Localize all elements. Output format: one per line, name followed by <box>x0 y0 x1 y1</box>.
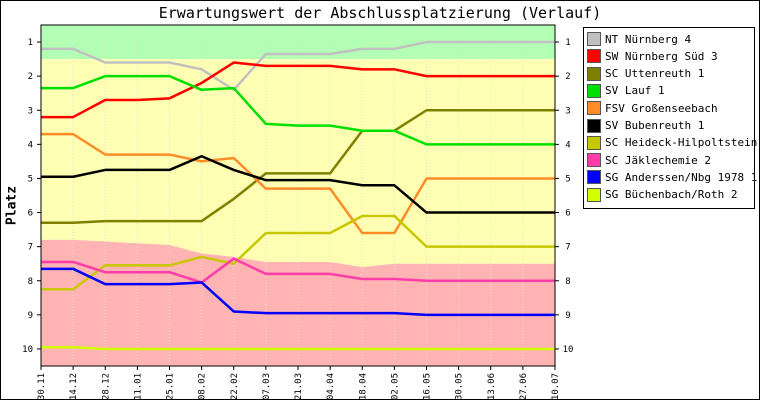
axes: 30.11 14.12 28.12 11.01 25.01 08.02 22.02 07.03… <box>22 24 574 400</box>
legend-item: SC Heideck-Hilpoltstein 2 <box>587 135 760 151</box>
x-tick-label: 27.06 <box>519 373 529 400</box>
x-tick-label: 13.06 <box>487 373 497 400</box>
legend-item: SG Anderssen/Nbg 1978 1 <box>587 169 757 185</box>
x-tick-label: 07.03 <box>262 373 272 400</box>
x-tick-label: 08.02 <box>198 373 208 400</box>
y-tick-label-left: 10 <box>22 345 33 355</box>
legend-item: SV Lauf 1 <box>587 83 665 99</box>
legend-label: NT Nürnberg 4 <box>605 32 692 46</box>
x-tick-label: 02.05 <box>390 373 400 400</box>
y-tick-label-right: 1 <box>565 38 570 48</box>
legend-label: FSV Großenseebach <box>605 101 718 115</box>
legend-item: SW Nürnberg Süd 3 <box>587 48 718 64</box>
x-tick-label: 22.02 <box>230 373 240 400</box>
y-tick-label-left: 9 <box>28 311 33 321</box>
y-tick-label-left: 8 <box>28 277 33 287</box>
series-line <box>41 155 555 214</box>
y-tick-label-right: 2 <box>565 72 570 82</box>
y-tick-label-right: 8 <box>565 277 570 287</box>
y-tick-label-right: 6 <box>565 209 570 219</box>
series-lines <box>41 40 555 351</box>
legend-label: SC Jäklechemie 2 <box>605 153 711 167</box>
x-tick-label: 28.12 <box>101 373 111 400</box>
y-tick-label-left: 7 <box>28 243 33 253</box>
x-tick-label: 21.03 <box>294 373 304 400</box>
legend-item: NT Nürnberg 4 <box>587 31 691 47</box>
legend-item: FSV Großenseebach <box>587 100 718 116</box>
series-line <box>41 257 555 284</box>
x-tick-label: 11.01 <box>133 373 143 400</box>
legend-swatch <box>587 135 601 150</box>
legend-swatch <box>587 118 601 133</box>
x-tick-label: 30.11 <box>37 373 47 400</box>
x-tick-label: 14.12 <box>69 373 79 400</box>
legend-label: SV Bubenreuth 1 <box>605 119 705 132</box>
series-line <box>41 40 555 92</box>
y-tick-label-left: 5 <box>28 174 33 184</box>
y-tick-label-left: 2 <box>28 72 33 82</box>
y-tick-label-left: 3 <box>28 106 33 116</box>
legend-label: SG Anderssen/Nbg 1978 1 <box>605 170 758 184</box>
legend-label: SG Büchenbach/Roth 2 <box>605 188 738 202</box>
y-tick-label-left: 6 <box>28 209 33 219</box>
legend-item: SG Büchenbach/Roth 2 <box>587 187 737 203</box>
series-line <box>41 267 555 317</box>
y-tick-label-right: 4 <box>565 140 570 150</box>
series-line <box>41 345 555 351</box>
legend: NT Nürnberg 4 SW Nürnberg Süd 3 SC Uttenre… <box>583 27 760 209</box>
plot-border <box>40 24 556 367</box>
legend-swatch <box>587 170 601 185</box>
y-tick-label-right: 3 <box>565 106 570 116</box>
y-tick-label-right: 9 <box>565 311 570 321</box>
x-tick-label: 25.01 <box>166 373 176 400</box>
series-line <box>41 74 555 146</box>
y-tick-label-right: 5 <box>565 174 570 184</box>
legend-swatch <box>587 66 601 81</box>
legend-item: SC Jäklechemie 2 <box>587 152 711 168</box>
legend-label: SV Lauf 1 <box>605 84 665 98</box>
series-line <box>41 132 555 235</box>
chart-title: Erwartungswert der Abschlussplatzierung … <box>158 4 602 22</box>
x-tick-label: 10.07 <box>551 373 561 400</box>
y-tick-label-right: 10 <box>563 345 574 355</box>
legend-swatch <box>587 153 601 168</box>
x-tick-label: 18.04 <box>358 373 368 400</box>
y-tick-label-left: 4 <box>28 140 33 150</box>
legend-swatch <box>587 49 601 64</box>
y-tick-label-left: 1 <box>28 38 33 48</box>
x-tick-label: 04.04 <box>326 373 336 400</box>
legend-swatch <box>587 83 601 98</box>
series-line <box>41 214 555 291</box>
band-promotion <box>41 25 555 60</box>
x-tick-label: 16.05 <box>423 373 433 400</box>
legend-item: SC Uttenreuth 1 <box>587 66 704 82</box>
legend-swatch <box>587 101 601 116</box>
x-tick-label: 30.05 <box>455 373 465 400</box>
series-line <box>41 61 555 119</box>
legend-label: SW Nürnberg Süd 3 <box>605 49 718 63</box>
y-tick-label-right: 7 <box>565 243 570 253</box>
legend-label: SC Heideck-Hilpoltstein 2 <box>605 136 760 150</box>
legend-item: SV Bubenreuth 1 <box>587 118 704 134</box>
legend-swatch <box>587 32 601 46</box>
series-line <box>41 109 555 225</box>
legend-swatch <box>587 187 601 202</box>
legend-label: SC Uttenreuth 1 <box>605 67 705 81</box>
